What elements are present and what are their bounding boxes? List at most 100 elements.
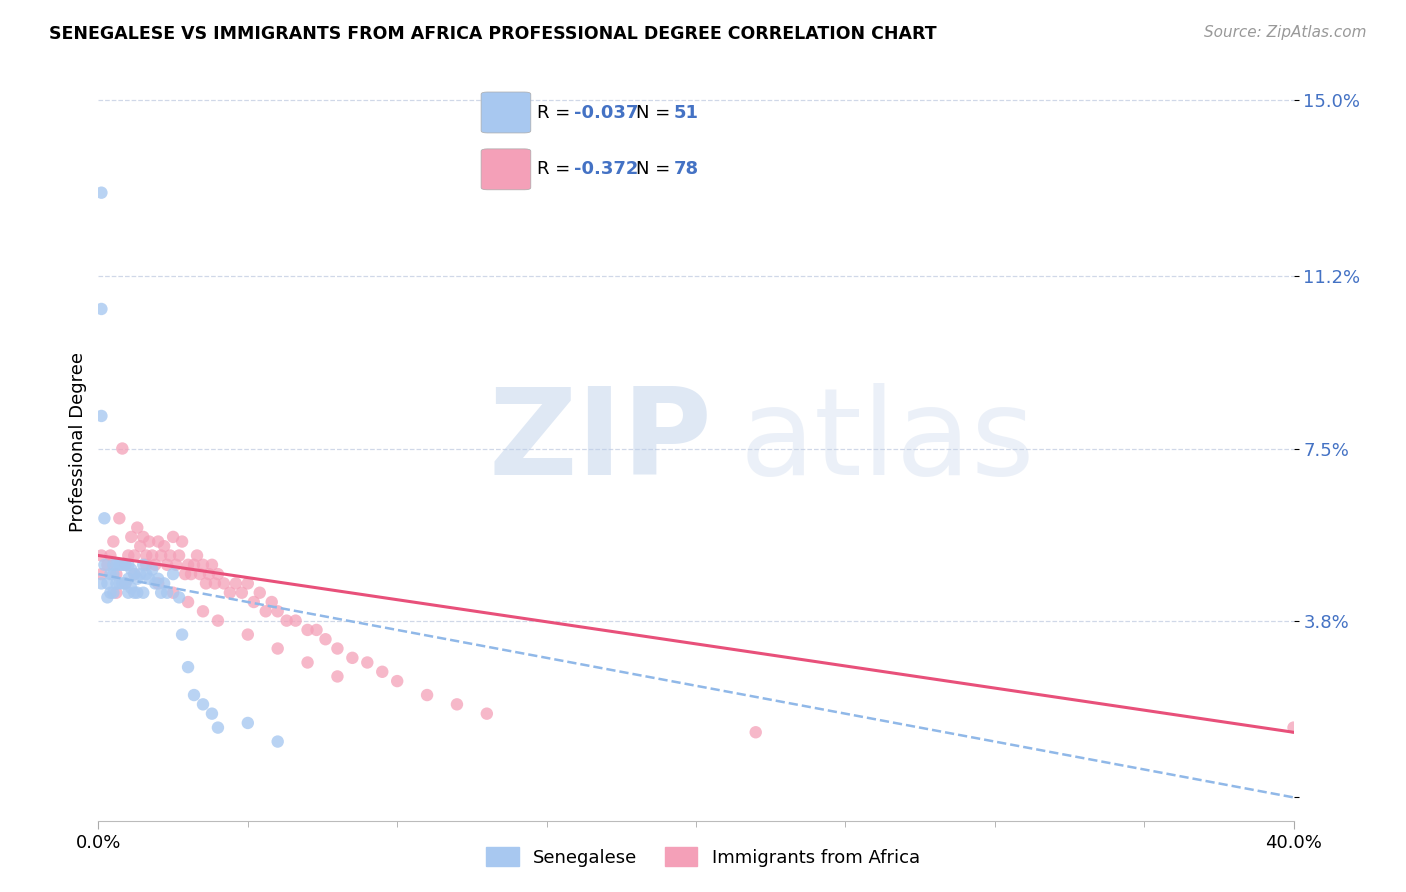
Point [124,567,146,582]
Point [162,567,184,582]
Legend: Senegalese, Immigrants from Africa: Senegalese, Immigrants from Africa [479,840,927,874]
Point [446,698,468,712]
Point [172,627,194,641]
Point [138,572,160,586]
Point [745,725,768,739]
Text: atlas: atlas [740,383,1035,500]
Point [90,567,112,582]
Point [120,562,142,576]
Text: Source: ZipAtlas.com: Source: ZipAtlas.com [1204,25,1367,40]
Point [371,665,394,679]
Point [267,641,290,656]
Y-axis label: Professional Degree: Professional Degree [69,351,87,532]
Point [148,576,170,591]
Point [111,576,134,591]
Point [105,558,128,572]
Point [103,534,125,549]
Point [416,688,439,702]
Point [124,567,146,582]
Point [141,562,163,576]
Point [204,576,226,591]
Point [326,669,349,683]
Point [90,301,112,316]
Point [167,549,190,563]
Point [249,585,271,599]
Point [148,534,170,549]
Point [143,576,166,591]
Point [231,585,253,599]
Point [236,627,259,641]
Point [191,558,214,572]
Point [93,511,115,525]
Point [267,734,290,748]
Point [148,572,170,586]
Point [219,585,242,599]
Point [207,614,229,628]
Point [191,604,214,618]
Point [114,576,136,591]
Point [96,591,118,605]
Point [156,585,179,599]
Point [132,558,155,572]
Point [124,549,146,563]
Point [207,721,229,735]
Point [90,576,112,591]
Point [174,567,197,582]
Point [120,530,142,544]
Point [243,595,266,609]
Text: SENEGALESE VS IMMIGRANTS FROM AFRICA PROFESSIONAL DEGREE CORRELATION CHART: SENEGALESE VS IMMIGRANTS FROM AFRICA PRO… [49,25,936,43]
Point [153,576,176,591]
Point [183,558,205,572]
Point [117,549,139,563]
Point [103,567,125,582]
Point [342,650,364,665]
Point [93,558,115,572]
Point [90,186,112,200]
Point [297,656,319,670]
Point [254,604,277,618]
Point [212,576,235,591]
Point [105,567,128,582]
Point [90,409,112,423]
Point [120,581,142,595]
Point [188,567,211,582]
Point [385,674,409,689]
Point [127,585,149,599]
Point [195,576,218,591]
Point [260,595,283,609]
Point [183,688,205,702]
Point [315,632,337,647]
Point [135,567,157,582]
Point [108,576,131,591]
Point [98,549,122,563]
Point [177,595,200,609]
Point [114,558,136,572]
Point [172,534,194,549]
Point [207,567,229,582]
Point [96,576,118,591]
Point [326,641,349,656]
Text: ZIP: ZIP [488,383,713,500]
Point [108,511,131,525]
Point [475,706,498,721]
Point [162,530,184,544]
Point [297,623,319,637]
Point [108,558,131,572]
Point [177,558,200,572]
Point [129,567,152,582]
Point [135,549,157,563]
Point [356,656,378,670]
Point [111,558,134,572]
Point [165,558,187,572]
Point [111,442,134,456]
Point [103,558,125,572]
Point [132,585,155,599]
Point [153,539,176,553]
Point [150,585,173,599]
Point [127,520,149,534]
Point [305,623,328,637]
Point [124,585,146,599]
Point [191,698,214,712]
Point [96,558,118,572]
Point [267,604,290,618]
